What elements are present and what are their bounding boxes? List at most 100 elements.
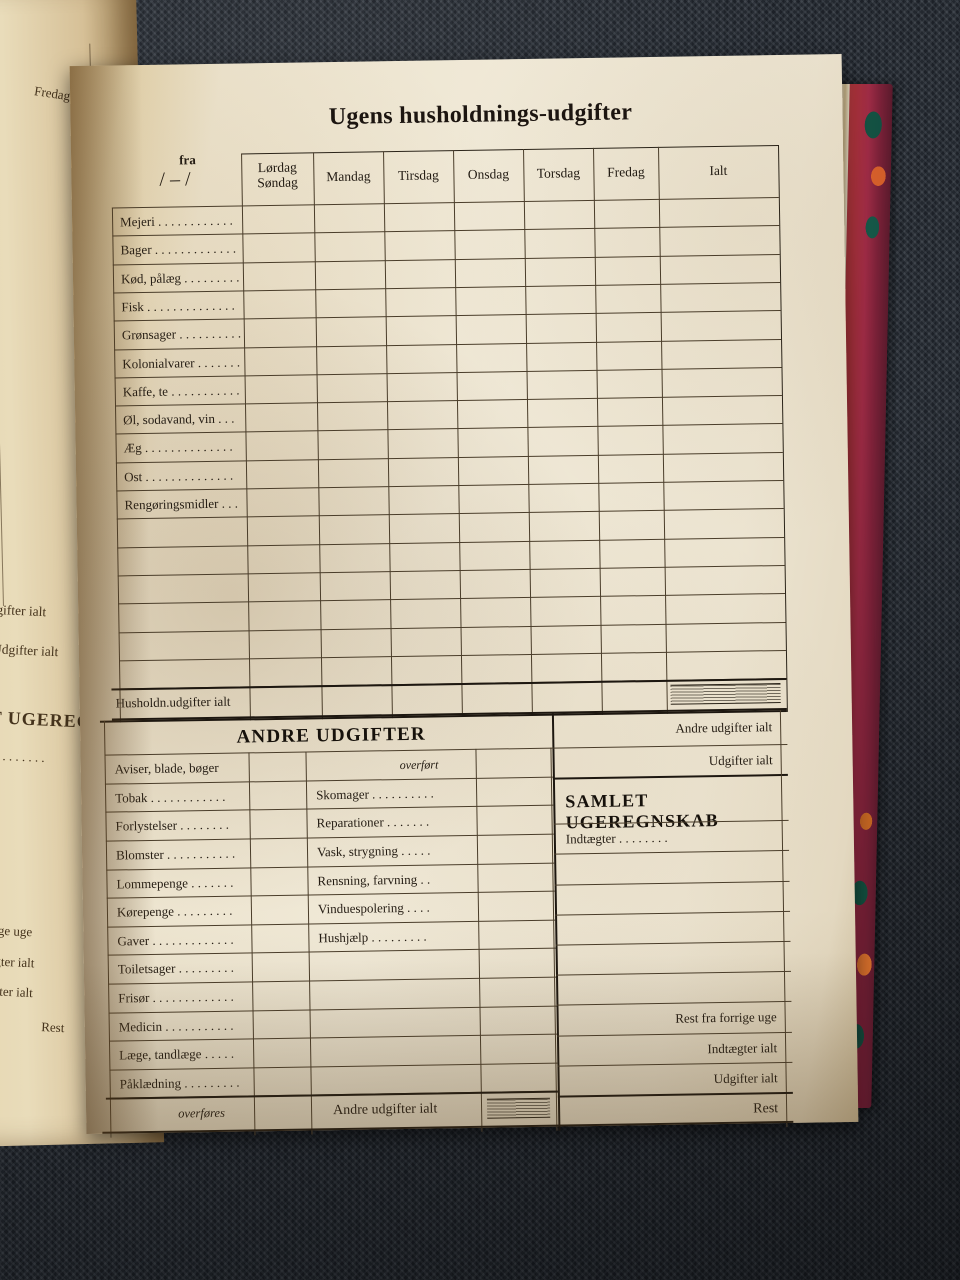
summary-rule-2: [552, 774, 788, 780]
household-col-divider-2: [383, 151, 393, 719]
other-expense-item-middle: Reparationer . . . . . . .: [316, 813, 430, 831]
other-expense-item-left: Gaver . . . . . . . . . . . . .: [117, 931, 234, 949]
household-header-top-rule: [241, 145, 779, 155]
household-col-divider-0: [241, 153, 251, 721]
summary-expenses-total-label: Udgifter ialt: [708, 752, 773, 769]
other-expense-item-left: Kørepenge . . . . . . . . .: [116, 902, 233, 920]
other-expense-row-rule: [104, 776, 553, 785]
household-row-rule: [118, 649, 786, 662]
household-grid-right-edge: [777, 144, 788, 713]
other-expense-row-rule: [105, 804, 554, 813]
household-col-divider-6: [658, 146, 668, 714]
household-col-divider-5: [593, 147, 603, 715]
other-expense-footer-total-value[interactable]: [486, 1098, 551, 1119]
summary-row-rule: [554, 880, 790, 886]
other-expense-item-left: Læge, tandlæge . . . . .: [119, 1045, 235, 1063]
other-expense-row-rule: [108, 1033, 557, 1042]
left-page-label-other-total: re udgifter ialt: [0, 601, 47, 620]
other-expense-carry-forward-label: overføres: [178, 1106, 225, 1121]
right-page: Ugens husholdnings-udgifter fra / – / Lø…: [69, 54, 859, 1138]
other-expense-row-rule: [106, 862, 555, 871]
samlet-ugeregnskab-heading: SAMLET UGEREGNSKAB: [565, 790, 719, 833]
other-expense-row-rule: [108, 1005, 557, 1014]
left-page-col-fredag: Fredag: [33, 83, 72, 104]
date-from-input[interactable]: / – /: [159, 168, 191, 191]
column-header-mandag: Mandag: [326, 168, 371, 185]
column-header-lrdag: Lørdag Søndag: [241, 160, 313, 190]
other-expense-item-middle: Vask, strygning . . . . .: [316, 842, 431, 860]
summary-row-rule: [555, 910, 791, 916]
other-expense-item-left: Lommepenge . . . . . . .: [116, 874, 234, 891]
summary-income-label: Indtægter . . . . . . . .: [565, 829, 668, 847]
left-page-label-income-total: dtægter ialt: [0, 952, 35, 971]
summary-value-col-divider: [779, 710, 788, 1128]
left-page-label-expenses-total-2: dgifter ialt: [0, 982, 34, 1001]
other-expense-item-left: Medicin . . . . . . . . . . .: [118, 1017, 234, 1034]
other-expense-row-rule: [107, 947, 556, 956]
left-page-label-rest: Rest: [40, 1019, 65, 1036]
summary-row-rule: [555, 940, 791, 946]
column-header-torsdag: Torsdag: [536, 165, 581, 181]
other-expense-item-left: Aviser, blade, bøger: [114, 759, 219, 777]
household-total-label: Husholdn.udgifter ialt: [115, 693, 231, 711]
household-row-rule: [118, 621, 786, 633]
other-expense-row-rule: [109, 1062, 558, 1071]
other-expense-item-left: Tobak . . . . . . . . . . . .: [115, 788, 226, 806]
left-page-label-income: ter . . . . . . . . .: [0, 747, 46, 765]
household-col-divider-3: [453, 150, 463, 718]
summary-rule-1: [552, 744, 788, 749]
left-page-label-expenses-total: Udgifter ialt: [0, 641, 59, 660]
summary-income-total-label: Indtægter ialt: [707, 1039, 778, 1056]
household-row-rule: [117, 536, 785, 549]
column-header-fredag: Fredag: [607, 164, 645, 180]
summary-row-rule: [554, 850, 790, 855]
household-col-divider-4: [523, 149, 533, 717]
household-header-bottom-rule: [111, 197, 779, 209]
summary-expenses-total-label-2: Udgifter ialt: [713, 1069, 778, 1086]
household-row-label: Grønsager . . . . . . . . . .: [121, 325, 242, 343]
household-row-label: Rengøringsmidler . . .: [124, 495, 239, 513]
other-expense-row-rule: [106, 890, 555, 899]
household-row-label: Ost . . . . . . . . . . . . . .: [123, 467, 234, 485]
household-row-label: Æg . . . . . . . . . . . . . .: [123, 439, 233, 456]
andre-udgifter-heading: ANDRE UDGIFTER: [236, 723, 427, 748]
column-header-line1: Lørdag: [257, 159, 297, 176]
household-row-label: Kolonialvarer . . . . . . .: [122, 353, 241, 371]
household-row-label: Øl, sodavand, vin . . .: [123, 410, 235, 428]
other-expense-item-middle: Rensning, farvning . .: [317, 871, 431, 888]
household-row-label: Fisk . . . . . . . . . . . . . .: [121, 297, 235, 315]
summary-rest-top-rule: [557, 1091, 793, 1098]
left-page-col-divider: [0, 46, 4, 606]
column-header-onsdag: Onsdag: [467, 166, 510, 182]
household-label-col-edge: [111, 207, 121, 723]
other-expense-row-rule: [108, 976, 557, 985]
household-row-label: Bager . . . . . . . . . . . . .: [120, 240, 237, 258]
other-expense-item-middle: Vinduespolering . . . .: [317, 899, 430, 917]
other-expense-item-left: Påklædning . . . . . . . . .: [119, 1074, 240, 1092]
other-expense-row-rule: [105, 833, 554, 842]
other-expense-row-rule: [107, 919, 556, 928]
household-row-label: Mejeri . . . . . . . . . . . .: [119, 212, 233, 230]
column-header-line2: Søndag: [257, 174, 298, 190]
household-row-rule: [117, 564, 785, 577]
column-header-ialt: Ialt: [709, 162, 728, 179]
column-header-tirsdag: Tirsdag: [397, 167, 439, 183]
household-total-value-cell[interactable]: [670, 683, 781, 705]
page-title: Ugens husholdnings-udgifter: [328, 99, 633, 131]
other-expense-item-middle: Skomager . . . . . . . . . .: [316, 785, 434, 803]
summary-row-rule: [556, 1001, 792, 1006]
other-expense-item-left: Frisør . . . . . . . . . . . . .: [118, 988, 234, 1006]
other-expense-item-middle: Hushjælp . . . . . . . . .: [318, 928, 427, 946]
other-expense-item-left: Toiletsager . . . . . . . . .: [117, 959, 235, 977]
summary-row-rule: [557, 1061, 793, 1067]
household-row-label: Kød, pålæg . . . . . . . . .: [120, 269, 240, 286]
household-row-rule: [118, 593, 786, 605]
summary-row-rule: [556, 1031, 792, 1037]
summary-rest-label: Rest: [753, 1101, 779, 1117]
household-row-label: Kaffe, te . . . . . . . . . . .: [122, 382, 240, 400]
other-expense-footer-total-label: Andre udgifter ialt: [332, 1101, 438, 1119]
summary-rest-prev-label: Rest fra forrige uge: [675, 1009, 777, 1027]
other-expense-item-left: Forlystelser . . . . . . . .: [115, 817, 230, 834]
carried-over-label: overført: [399, 757, 439, 773]
date-from-label: fra: [179, 152, 196, 168]
